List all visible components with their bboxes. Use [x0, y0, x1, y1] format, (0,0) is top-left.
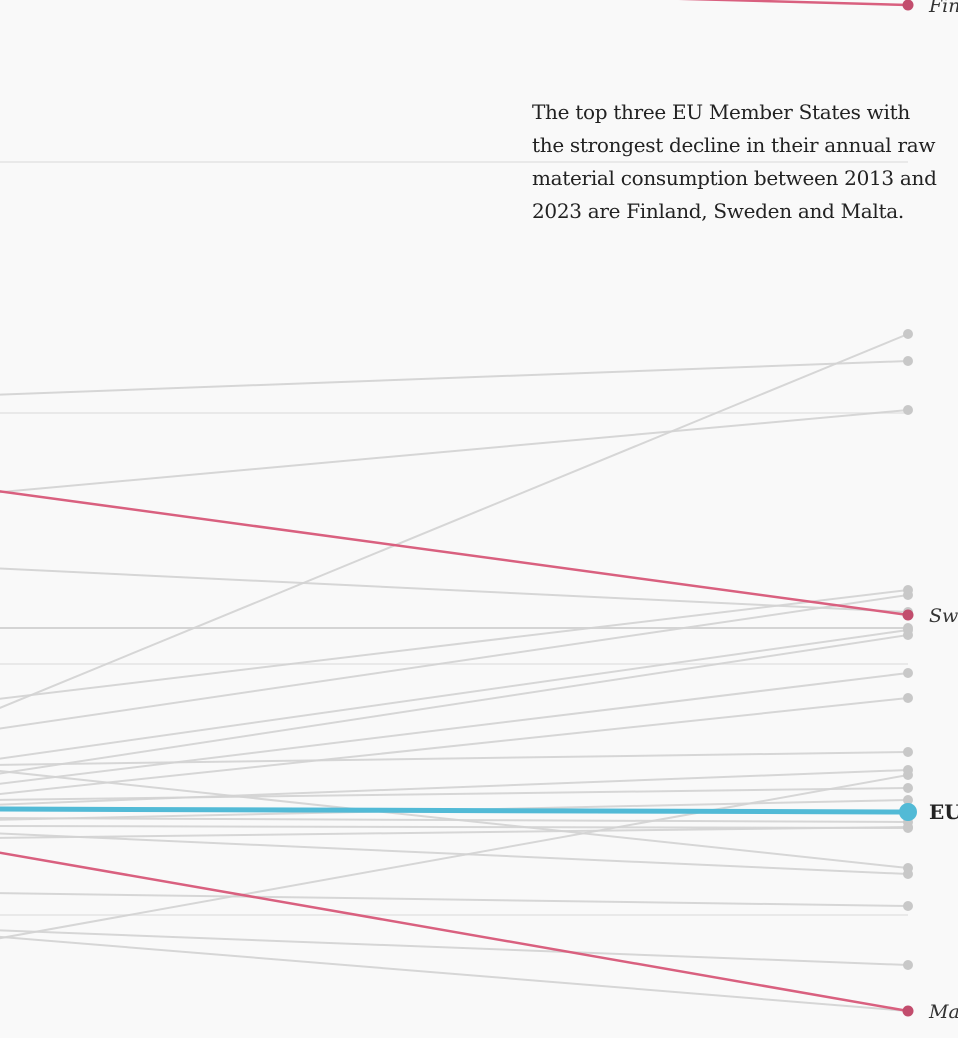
series-line-2 [0, 333, 909, 709]
series-line-22 [0, 929, 909, 966]
series-line-16 [0, 817, 909, 823]
label-sw: Sw [929, 605, 958, 627]
series-point-18 [903, 822, 913, 832]
series-point-0 [903, 356, 913, 366]
highlight-line-fin [678, 0, 909, 7]
series-point-15 [903, 795, 913, 805]
highlight-point-ma [902, 1005, 914, 1017]
label-fin: Fin [928, 0, 958, 17]
label-ma: Ma [928, 1001, 958, 1023]
series-point-9 [903, 668, 913, 678]
series-point-22 [903, 960, 913, 970]
series-line-9 [0, 672, 909, 785]
series-line-0 [0, 360, 909, 396]
highlight-point-fin [902, 0, 914, 11]
series-line-18 [0, 826, 909, 839]
highlight-line-ma [0, 851, 909, 1013]
series-line-1 [0, 409, 909, 494]
series-point-2 [903, 329, 913, 339]
series-line-21 [0, 892, 909, 907]
series-point-6 [903, 590, 913, 600]
label-eu: EU [929, 800, 958, 824]
series-line-14 [0, 787, 909, 801]
series-line-7 [0, 629, 909, 760]
series-line-17 [0, 825, 909, 829]
series-point-14 [903, 783, 913, 793]
annotation-text: The top three EU Member States with the … [532, 100, 937, 223]
series-point-20 [903, 770, 913, 780]
series-point-21 [903, 901, 913, 911]
other-country-lines [0, 329, 913, 1016]
series-point-11 [903, 747, 913, 757]
series-line-13 [0, 769, 909, 806]
series-line-20 [0, 774, 909, 940]
series-line-6 [0, 594, 909, 730]
highlighted-country-lines [0, 0, 914, 1017]
series-line-11 [0, 751, 909, 766]
series-labels: Fin Sw Ma EU [928, 0, 958, 1023]
series-point-8 [903, 630, 913, 640]
series-point-1 [903, 405, 913, 415]
eu-average-line [0, 803, 917, 821]
series-line-8 [0, 634, 909, 775]
eu-point [899, 803, 917, 821]
highlight-point-sw [902, 609, 914, 621]
series-point-19 [903, 869, 913, 879]
series-line-19 [0, 832, 909, 875]
series-line-5 [0, 589, 909, 700]
highlight-line-sw [0, 490, 909, 617]
series-point-10 [903, 693, 913, 703]
eu-line [0, 806, 909, 815]
series-line-3 [0, 567, 909, 613]
series-line-10 [0, 697, 909, 795]
series-line-23 [0, 935, 909, 1012]
